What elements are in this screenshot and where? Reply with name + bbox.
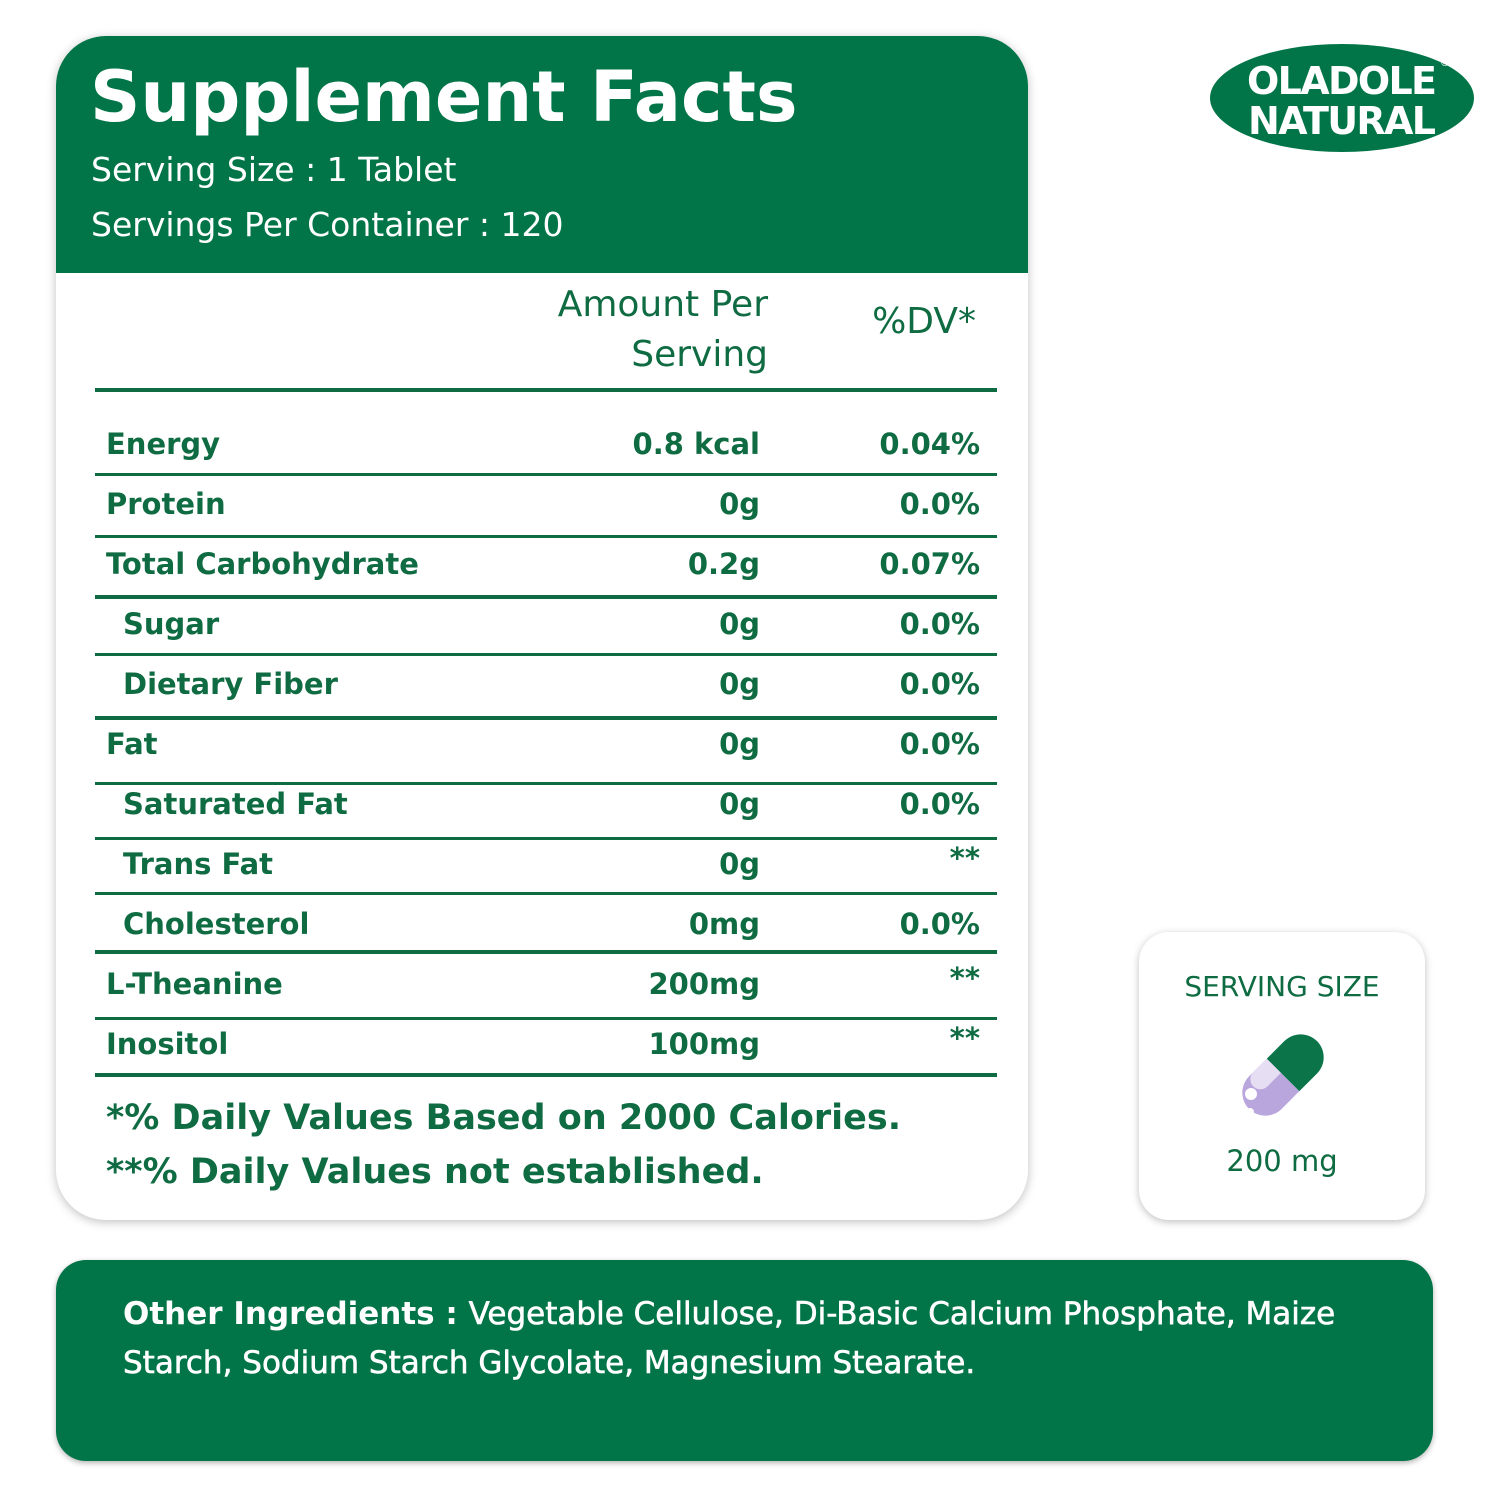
column-header: Amount Per Serving xyxy=(557,284,768,375)
logo-mark: ® xyxy=(1440,58,1450,69)
nutrient-name: Saturated Fat xyxy=(123,787,348,821)
nutrient-name: Fat xyxy=(106,727,158,761)
rule xyxy=(95,535,997,538)
nutrient-name: Cholesterol xyxy=(123,907,310,941)
title: Supplement Facts xyxy=(90,56,798,138)
nutrient-dv: ** xyxy=(949,1021,980,1055)
facts-card: Supplement Facts Serving Size : 1 Tablet… xyxy=(56,36,1028,1220)
nutrient-amount: 0g xyxy=(719,847,760,881)
footnote: **% Daily Values not established. xyxy=(106,1152,764,1192)
rule xyxy=(95,1017,997,1020)
nutrient-amount: 0g xyxy=(719,727,760,761)
rule xyxy=(95,388,997,392)
serving-size: Serving Size : 1 Tablet xyxy=(91,150,457,189)
nutrient-amount: 0g xyxy=(719,667,760,701)
servings-per-container: Servings Per Container : 120 xyxy=(91,205,564,244)
nutrient-dv: 0.0% xyxy=(899,907,980,941)
nutrient-amount: 200mg xyxy=(648,967,760,1001)
rule xyxy=(95,716,997,720)
nutrient-name: Trans Fat xyxy=(123,847,274,881)
rule xyxy=(95,473,997,476)
ingredients-label: Other Ingredients : xyxy=(123,1296,458,1332)
ingredients-text: Vegetable Cellulose, Di-Basic Calcium Ph… xyxy=(123,1296,1336,1382)
serving-box-title: SERVING SIZE xyxy=(1184,970,1380,1003)
nutrient-name: Protein xyxy=(106,487,226,521)
rule xyxy=(95,653,997,656)
capsule-icon xyxy=(1242,1034,1324,1116)
column-header: %DV* xyxy=(872,301,976,342)
nutrient-name: Dietary Fiber xyxy=(123,667,338,701)
rule xyxy=(95,782,997,785)
nutrient-dv: 0.04% xyxy=(879,427,980,461)
serving-box: SERVING SIZE 200 mg xyxy=(1139,932,1425,1220)
nutrient-dv: ** xyxy=(949,841,980,875)
logo-line1: OLADOLE xyxy=(1247,59,1437,103)
serving-box-amount: 200 mg xyxy=(1226,1144,1338,1178)
nutrient-name: Total Carbohydrate xyxy=(106,547,419,581)
rule xyxy=(95,595,997,599)
nutrient-amount: 0g xyxy=(719,487,760,521)
nutrient-name: Inositol xyxy=(106,1027,229,1061)
rule xyxy=(95,837,997,840)
nutrient-dv: ** xyxy=(949,961,980,995)
rule xyxy=(95,950,997,954)
nutrient-dv: 0.07% xyxy=(879,547,980,581)
ingredients-box: Other Ingredients : Vegetable Cellulose,… xyxy=(56,1260,1433,1461)
nutrient-amount: 100mg xyxy=(648,1027,760,1061)
nutrient-amount: 0.8 kcal xyxy=(632,427,760,461)
logo: OLADOLE ® NATURAL xyxy=(1210,44,1474,152)
nutrient-dv: 0.0% xyxy=(899,667,980,701)
nutrient-name: L-Theanine xyxy=(106,967,283,1001)
logo-line2: NATURAL xyxy=(1248,99,1436,143)
logo-badge xyxy=(1210,44,1474,152)
rule xyxy=(95,1073,997,1077)
nutrient-amount: 0g xyxy=(719,787,760,821)
nutrient-name: Energy xyxy=(106,427,221,461)
ingredients: Other Ingredients : Vegetable Cellulose,… xyxy=(123,1290,1373,1388)
nutrient-dv: 0.0% xyxy=(899,787,980,821)
nutrient-dv: 0.0% xyxy=(899,727,980,761)
rule xyxy=(95,892,997,895)
nutrient-amount: 0g xyxy=(719,607,760,641)
nutrient-name: Sugar xyxy=(123,607,220,641)
nutrient-amount: 0.2g xyxy=(687,547,760,581)
nutrient-amount: 0mg xyxy=(688,907,760,941)
nutrient-dv: 0.0% xyxy=(899,607,980,641)
nutrient-dv: 0.0% xyxy=(899,487,980,521)
facts-header: Supplement Facts Serving Size : 1 Tablet… xyxy=(56,36,1028,273)
footnote: *% Daily Values Based on 2000 Calories. xyxy=(106,1098,902,1138)
